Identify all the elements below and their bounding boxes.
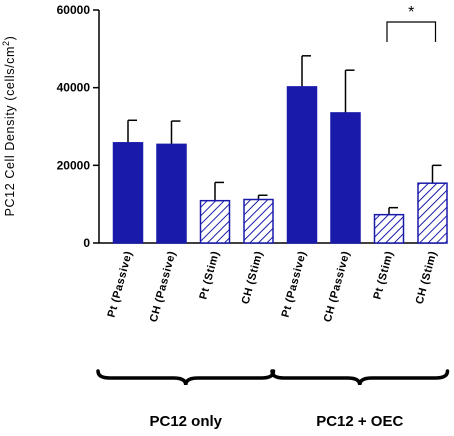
bar <box>330 112 361 244</box>
bar <box>156 143 187 244</box>
category-label: CH (Passive) <box>322 250 353 324</box>
bar <box>243 198 274 244</box>
category-label: Pt (Stim) <box>197 250 221 301</box>
category-label: Pt (Passive) <box>280 250 309 319</box>
error-bars <box>127 55 442 215</box>
category-labels: Pt (Passive) CH (Passive) Pt (Stim) CH (Sti… <box>106 250 440 324</box>
y-tick-label: 40000 <box>57 81 91 95</box>
bar <box>286 86 318 244</box>
bars <box>112 86 448 244</box>
y-tick-label: 60000 <box>57 3 91 17</box>
category-label: CH (Stim) <box>240 250 266 306</box>
group-labels: PC12 only PC12 + OEC <box>149 413 403 430</box>
category-label: CH (Stim) <box>414 250 440 306</box>
group-braces <box>96 369 450 386</box>
y-tick-label: 0 <box>83 236 90 250</box>
y-ticks: 0 20000 40000 60000 <box>57 3 99 250</box>
category-label: Pt (Passive) <box>106 250 135 319</box>
group-label: PC12 + OEC <box>316 413 403 430</box>
significance-bracket: * <box>386 4 437 42</box>
significance-star: * <box>408 4 414 21</box>
bar <box>417 182 448 244</box>
y-axis-label: PC12 Cell Density (cells/cm2) <box>1 36 17 217</box>
group-label: PC12 only <box>149 413 222 430</box>
bar <box>112 142 144 244</box>
significance-line <box>386 21 437 42</box>
group-brace <box>96 369 276 386</box>
category-label: Pt (Stim) <box>371 250 395 301</box>
bar <box>199 199 231 244</box>
bar <box>373 213 405 244</box>
category-label: CH (Passive) <box>148 250 179 324</box>
group-brace <box>270 369 450 386</box>
y-tick-label: 20000 <box>57 158 91 172</box>
